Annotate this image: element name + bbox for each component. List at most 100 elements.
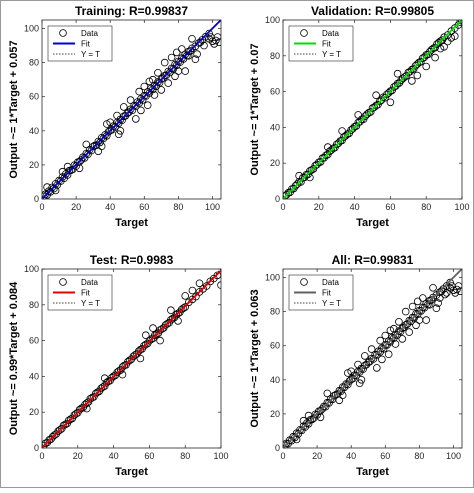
data-point [391,340,400,348]
data-point [343,369,352,377]
data-point [376,336,385,345]
legend-identity-label: Y = T [322,299,341,308]
data-point [181,292,190,300]
x-tick-label: 40 [105,202,115,212]
x-tick-label: 40 [346,451,356,461]
data-point [65,416,73,425]
x-axis-label-training: Target [115,217,148,229]
data-point [393,69,402,78]
y-tick-label: 80 [29,300,39,310]
x-tick-label: 100 [446,451,461,461]
fit-line [42,20,221,199]
data-point [456,287,462,295]
x-tick-label: 60 [385,202,395,212]
data-point [454,282,462,290]
data-point [378,355,386,364]
plot-content-training [42,20,221,199]
data-point [304,411,313,420]
data-point [456,20,462,26]
y-axis-label-validation: Output ~= 1*Target + 0.07 [249,43,261,175]
data-point [415,316,424,324]
y-tick-label: 0 [275,194,280,204]
data-point [51,186,60,195]
chart-title-all: All: R=0.99831 [332,253,414,267]
y-tick-label: 80 [270,307,280,317]
chart-title-training: Training: R=0.99837 [75,4,188,18]
x-tick-label: 0 [280,451,285,461]
chart-all: 0 20 40 60 80 100 0 20 40 60 80 100 All: R=0.99831 Ta… [249,253,463,478]
legend-identity-label: Y = T [322,50,341,59]
data-point [384,350,393,359]
data-point [210,40,219,48]
data-point [412,321,420,330]
data-point [205,34,213,43]
data-point [178,45,186,53]
data-point [136,354,145,363]
y-tick-label: 60 [270,341,280,351]
data-point [113,111,121,120]
data-point [132,115,140,123]
data-point [195,279,204,288]
data-point [413,71,422,80]
x-tick-label: 0 [39,451,44,461]
data-point [89,142,97,151]
data-point [293,180,302,188]
data-point [186,47,195,55]
fit-line [42,270,221,448]
data-point [405,328,414,336]
data-point [372,91,380,99]
data-point [42,192,48,199]
data-point [167,306,175,315]
y-tick-label: 40 [29,126,39,136]
data-point [451,289,460,297]
data-point [179,304,188,313]
chart-validation: 0 20 40 60 80 100 0 20 40 60 80 100 Validation: R=0.… [249,4,470,229]
data-point [357,375,366,384]
data-point [103,120,111,128]
data-point [86,394,95,403]
y-axis-label-training: Output ~= 1*Target + 0.057 [8,40,20,178]
data-point [323,389,332,398]
y-tick-label: 0 [275,443,280,453]
y-tick-label: 100 [24,264,39,274]
data-point [372,364,381,372]
x-tick-label: 100 [205,202,220,212]
data-point [436,44,445,53]
x-tick-label: 60 [380,451,390,461]
legend-fit-label: Fit [322,40,332,49]
legend-fit-label: Fit [81,40,91,49]
data-point [408,302,417,311]
data-point [343,380,352,389]
data-point [149,324,157,332]
data-point [157,86,166,94]
chart-training: 0 20 40 60 80 100 0 20 40 60 80 100 Training: R=0.99… [8,4,222,229]
data-point [447,34,456,42]
x-axis-label-validation: Target [356,217,389,229]
data-point [43,183,51,191]
data-point [172,48,181,57]
data-point [150,91,159,99]
data-point [453,285,461,294]
y-tick-label: 60 [29,92,39,102]
data-point [167,53,176,62]
data-point [429,283,437,292]
x-tick-label: 0 [39,202,44,212]
data-point [58,167,67,176]
data-point [446,278,454,287]
data-point [164,79,173,87]
data-point [335,396,344,405]
data-point [140,82,149,91]
data-point [354,111,363,119]
data-point [135,87,144,96]
data-point [192,292,200,301]
y-tick-label: 40 [270,375,280,385]
y-tick-label: 40 [29,371,39,381]
legend-identity-label: Y = T [81,299,100,308]
data-point [330,391,338,400]
x-tick-label: 80 [180,451,190,461]
data-point [442,289,451,297]
y-tick-label: 20 [270,409,280,419]
